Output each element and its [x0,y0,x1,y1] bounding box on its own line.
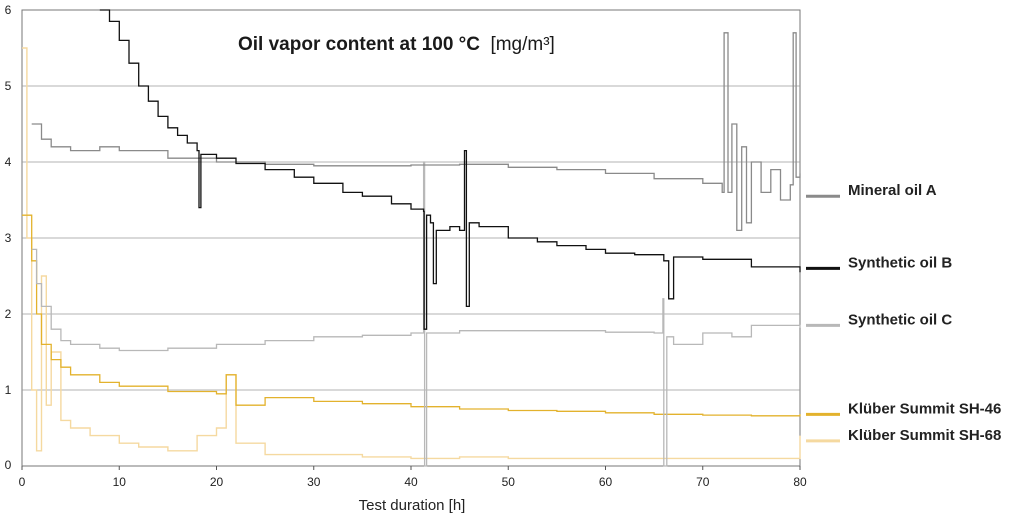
series-line-synthetic-oil-b [99,9,801,330]
legend-label-mineral-oil-a: Mineral oil A [848,182,937,199]
y-tick-label: 0 [5,458,12,472]
x-tick-label: 50 [502,475,516,489]
x-tick-label: 20 [210,475,224,489]
series-line-synthetic-oil-c [31,161,801,467]
x-tick-label: 60 [599,475,613,489]
series-line-kl-ber-summit-sh-46 [22,214,801,417]
x-axis-label: Test duration [h] [359,497,466,514]
x-tick-label: 80 [793,475,807,489]
x-tick-label: 40 [404,475,418,489]
y-tick-label: 3 [5,231,12,245]
legend-label-synthetic-oil-b: Synthetic oil B [848,254,952,271]
y-tick-label: 2 [5,307,12,321]
x-tick-label: 30 [307,475,321,489]
x-tick-label: 10 [113,475,127,489]
y-tick-label: 5 [5,79,12,93]
y-tick-label: 1 [5,383,12,397]
series-line-mineral-oil-a [31,32,801,232]
chart-title-unit: [mg/m³] [490,34,554,55]
y-tick-label: 6 [5,3,12,17]
series-line-kl-ber-summit-sh-68 [22,47,801,460]
chart-title: Oil vapor content at 100 °C [mg/m³] [238,34,555,55]
x-tick-label: 0 [19,475,26,489]
legend-label-kl-ber-summit-sh-46: Klüber Summit SH-46 [848,400,1001,417]
legend: Mineral oil A Synthetic oil B Synthetic oi… [806,182,1001,444]
y-axis-ticks: 0 1 2 3 4 5 6 [5,3,12,472]
x-axis-ticks: 0 10 20 30 40 50 60 70 80 [19,466,807,489]
legend-label-kl-ber-summit-sh-68: Klüber Summit SH-68 [848,427,1001,444]
x-tick-label: 70 [696,475,710,489]
y-tick-label: 4 [5,155,12,169]
series-layer [22,9,801,467]
legend-label-synthetic-oil-c: Synthetic oil C [848,311,952,328]
chart-title-main: Oil vapor content at 100 °C [238,34,480,55]
